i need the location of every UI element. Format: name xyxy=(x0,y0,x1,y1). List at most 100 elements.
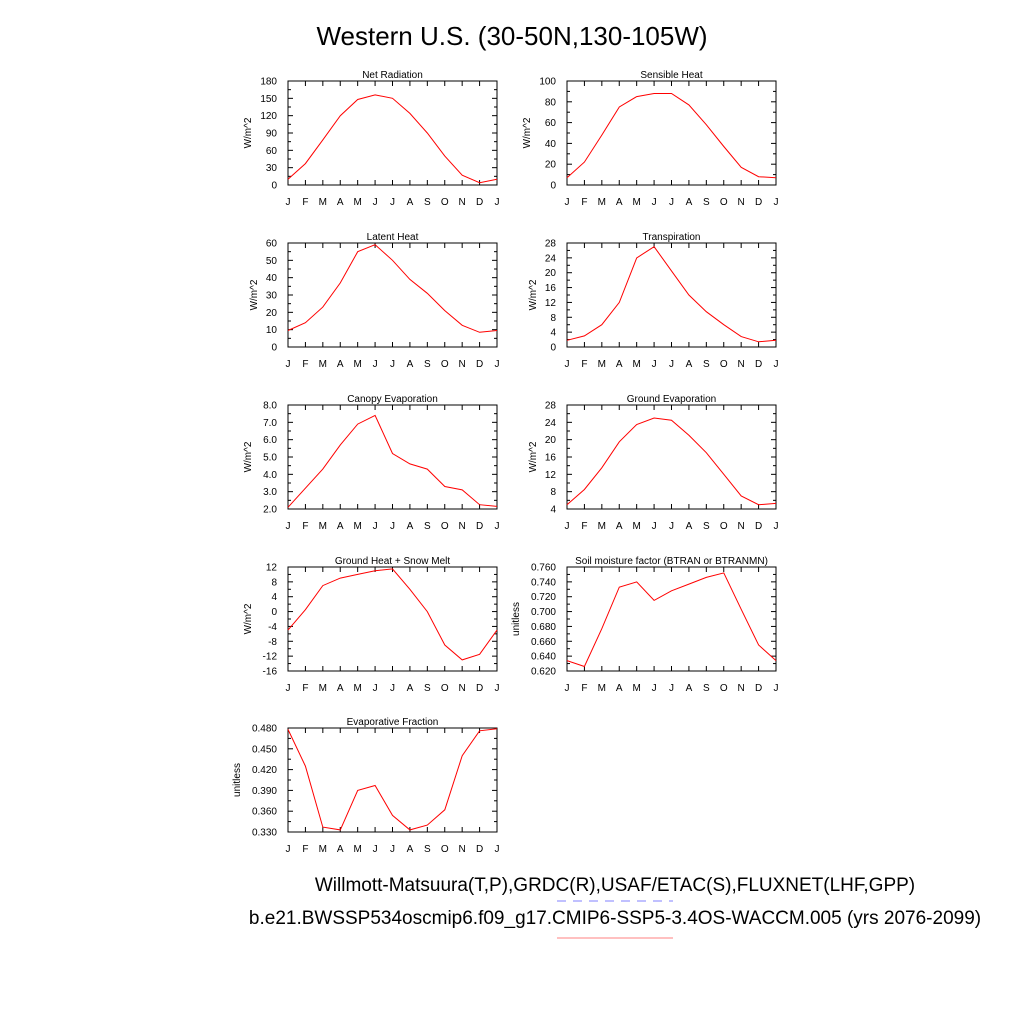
x-tick-label: M xyxy=(319,844,327,855)
x-tick-label: D xyxy=(755,359,762,370)
series-line xyxy=(566,246,777,343)
x-tick-label: J xyxy=(390,844,395,855)
series-line xyxy=(287,568,498,661)
x-tick-label: N xyxy=(738,197,745,208)
x-tick-label: J xyxy=(390,197,395,208)
x-tick-label: D xyxy=(755,521,762,532)
y-tick-label: 0 xyxy=(271,343,277,354)
x-tick-label: M xyxy=(598,359,606,370)
y-axis-label: unitless xyxy=(232,763,243,797)
x-tick-label: F xyxy=(302,359,308,370)
series-line xyxy=(287,414,498,508)
x-tick-label: M xyxy=(319,683,327,694)
plot-frame xyxy=(287,80,498,186)
x-tick-label: M xyxy=(353,844,361,855)
x-tick-label: N xyxy=(738,359,745,370)
plot-frame xyxy=(287,566,498,672)
x-tick-label: J xyxy=(669,197,674,208)
x-tick-label: J xyxy=(286,844,291,855)
plot-frame xyxy=(566,566,777,672)
y-tick-label: 4 xyxy=(550,328,556,339)
x-tick-label: A xyxy=(337,521,344,532)
y-tick-label: 20 xyxy=(545,435,557,446)
x-tick-label: N xyxy=(459,521,466,532)
x-tick-label: J xyxy=(565,359,570,370)
panel-title: Soil moisture factor (BTRAN or BTRANMN) xyxy=(575,556,768,567)
x-tick-label: J xyxy=(565,683,570,694)
series-line xyxy=(566,572,777,668)
y-tick-label: 20 xyxy=(545,268,557,279)
y-tick-label: 8.0 xyxy=(263,401,277,412)
x-tick-label: O xyxy=(441,683,449,694)
footer-line-1: Willmott-Matsuura(T,P),GRDC(R),USAF/ETAC… xyxy=(315,875,915,896)
x-tick-label: A xyxy=(686,521,693,532)
x-tick-label: N xyxy=(738,521,745,532)
panel-title: Sensible Heat xyxy=(640,70,702,81)
x-tick-label: J xyxy=(495,844,500,855)
y-tick-label: 0 xyxy=(271,607,277,618)
y-axis-label: W/m^2 xyxy=(243,441,254,472)
x-tick-label: J xyxy=(286,197,291,208)
x-tick-label: F xyxy=(302,521,308,532)
y-tick-label: 0.390 xyxy=(252,786,277,797)
x-tick-label: O xyxy=(441,844,449,855)
series-line xyxy=(566,93,777,179)
x-tick-label: J xyxy=(669,683,674,694)
x-tick-label: J xyxy=(373,197,378,208)
series-line xyxy=(566,417,777,506)
x-tick-label: M xyxy=(598,683,606,694)
x-tick-label: A xyxy=(337,683,344,694)
x-tick-label: S xyxy=(424,844,431,855)
x-tick-label: F xyxy=(302,683,308,694)
y-tick-label: 8 xyxy=(550,487,556,498)
x-tick-label: S xyxy=(424,359,431,370)
y-tick-label: 90 xyxy=(266,129,278,140)
y-axis-label: W/m^2 xyxy=(528,279,539,310)
x-tick-label: J xyxy=(390,521,395,532)
x-tick-label: S xyxy=(703,359,710,370)
x-tick-label: J xyxy=(774,683,779,694)
x-tick-label: F xyxy=(581,683,587,694)
x-tick-label: M xyxy=(353,521,361,532)
x-tick-label: J xyxy=(652,683,657,694)
x-tick-label: N xyxy=(459,844,466,855)
panel-title: Ground Evaporation xyxy=(627,394,717,405)
x-tick-label: A xyxy=(686,359,693,370)
x-tick-label: F xyxy=(302,197,308,208)
footer-line-2: b.e21.BWSSP534oscmip6.f09_g17.CMIP6-SSP5… xyxy=(249,908,981,929)
y-tick-label: 0 xyxy=(271,181,277,192)
x-tick-label: M xyxy=(353,359,361,370)
y-tick-label: 0.660 xyxy=(531,637,556,648)
x-tick-label: N xyxy=(459,683,466,694)
x-tick-label: F xyxy=(581,359,587,370)
x-tick-label: M xyxy=(353,683,361,694)
x-tick-label: J xyxy=(373,359,378,370)
x-tick-label: N xyxy=(459,359,466,370)
y-tick-label: 20 xyxy=(266,308,278,319)
y-tick-label: 0.640 xyxy=(531,652,556,663)
x-tick-label: J xyxy=(774,359,779,370)
x-tick-label: N xyxy=(459,197,466,208)
x-tick-label: A xyxy=(337,844,344,855)
y-tick-label: 40 xyxy=(266,273,278,284)
x-tick-label: D xyxy=(476,197,483,208)
x-tick-label: A xyxy=(407,844,414,855)
panel-title: Net Radiation xyxy=(362,70,423,81)
x-tick-label: D xyxy=(755,197,762,208)
x-tick-label: M xyxy=(319,521,327,532)
x-tick-label: J xyxy=(495,683,500,694)
panel-title: Latent Heat xyxy=(367,232,419,243)
figure-title: Western U.S. (30-50N,130-105W) xyxy=(316,21,707,51)
y-tick-label: 12 xyxy=(266,563,278,574)
x-tick-label: O xyxy=(720,359,728,370)
y-tick-label: 0.760 xyxy=(531,563,556,574)
x-tick-label: S xyxy=(703,521,710,532)
y-tick-label: 24 xyxy=(545,253,557,264)
y-tick-label: -12 xyxy=(263,652,278,663)
series-line xyxy=(287,728,498,831)
x-tick-label: N xyxy=(738,683,745,694)
y-tick-label: 60 xyxy=(266,146,278,157)
